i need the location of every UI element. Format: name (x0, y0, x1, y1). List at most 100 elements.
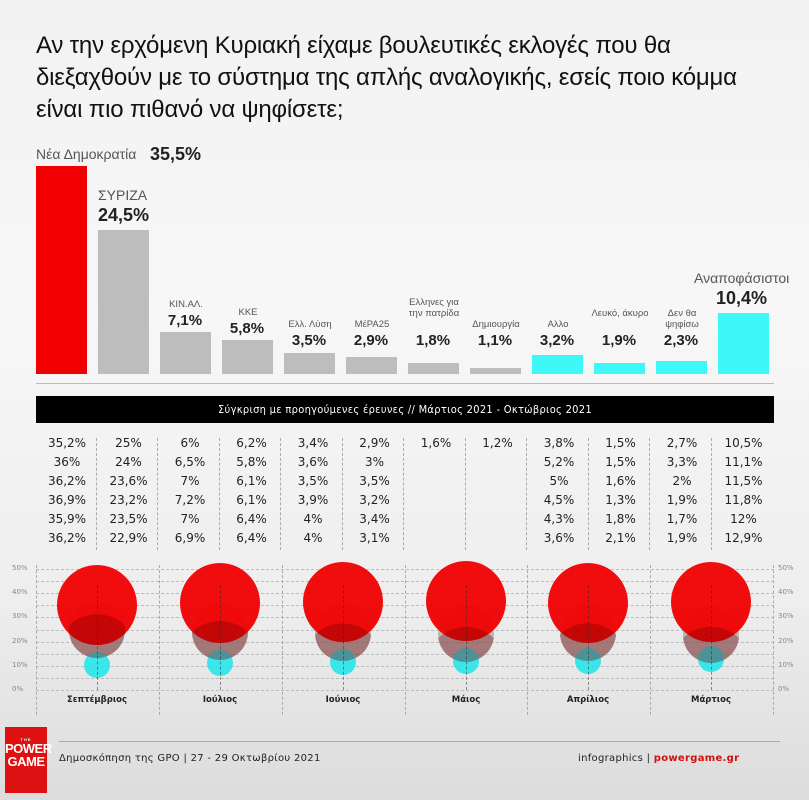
y-axis-tick-left: 40% (12, 588, 28, 597)
bar-value: 5,8% (229, 320, 265, 337)
table-cell: 6,1% (236, 493, 267, 507)
bar-value: 3,5% (291, 332, 327, 349)
bar (594, 363, 645, 374)
table-cell: 23,2% (109, 493, 148, 507)
bar (160, 332, 211, 374)
table-cell: 1,5% (605, 436, 636, 450)
comparison-table: 35,2% 36% 36,2% 36,9% 35,9% 36,2% 25% 24% 23,6% 2… (36, 434, 774, 554)
month-label: Απρίλιος (566, 695, 610, 705)
table-column: 10,5% 11,1% 11,5% 11,8% 12% 12,9% (713, 434, 775, 548)
table-cell: 22,9% (109, 531, 148, 545)
bar-label: Αναποφάσιστοι (694, 270, 790, 286)
table-cell: 36,2% (47, 474, 87, 488)
table-cell: 25% (115, 436, 142, 450)
table-cell: 1,7% (666, 512, 698, 526)
poll-source: Δημοσκόπηση της GPO | 27 - 29 Οκτωβρίου … (59, 753, 321, 764)
table-cell: 3,6% (543, 531, 575, 545)
bar-value: 7,1% (167, 312, 203, 329)
month-label: Ιούλιος (202, 695, 238, 705)
column-divider (773, 565, 774, 715)
table-column: 6,2% 5,8% 6,1% 6,1% 6,4% 6,4% (221, 434, 283, 548)
table-cell: 36,2% (47, 531, 87, 545)
y-axis-tick-left: 50% (12, 564, 28, 572)
table-cell: 1,6% (605, 474, 636, 488)
bar-label: ΚΙΝ.ΑΛ. (169, 299, 203, 310)
table-cell: 5,2% (543, 455, 575, 469)
table-cell: 3,1% (359, 531, 390, 545)
table-cell: 1,9% (666, 493, 698, 507)
column-separator (157, 438, 158, 550)
table-cell: 23,5% (109, 512, 148, 526)
footer-divider (59, 741, 780, 742)
y-axis-tick-right: 50% (778, 564, 794, 572)
table-column: 1,6% (405, 434, 467, 453)
y-axis-tick-left: 10% (12, 660, 28, 669)
y-axis-tick-right: 30% (778, 612, 794, 621)
table-cell: 2% (672, 474, 692, 488)
bar (470, 368, 521, 374)
column-separator (218, 438, 220, 550)
column-divider (527, 565, 528, 715)
table-cell: 3% (364, 455, 385, 469)
crosshair (466, 585, 467, 690)
y-axis-tick-right: 10% (778, 660, 794, 669)
bar-value: 10,4% (716, 288, 768, 308)
crosshair (220, 585, 221, 690)
bar (346, 357, 397, 374)
crosshair (711, 585, 712, 690)
divider (36, 383, 774, 384)
table-cell: 36% (53, 455, 81, 469)
column-separator (403, 438, 404, 550)
site-link[interactable]: powergame.gr (653, 753, 740, 764)
table-column: 1,2% (467, 434, 529, 453)
y-axis-tick-left: 30% (12, 612, 28, 621)
table-cell: 4,5% (543, 493, 575, 507)
table-cell: 7% (180, 512, 200, 526)
column-divider (405, 565, 406, 715)
column-divider (282, 565, 283, 715)
table-cell: 6% (180, 436, 200, 450)
table-cell: 1,5% (605, 455, 636, 469)
table-cell: 1,8% (605, 512, 636, 526)
logo-the: THE (20, 737, 32, 742)
table-cell: 2,7% (666, 436, 698, 450)
table-column: 2,7% 3,3% 2% 1,9% 1,7% 1,9% (651, 434, 713, 548)
y-axis-tick-right: 40% (778, 588, 794, 597)
crosshair (588, 585, 589, 690)
bar-value: 1,1% (477, 332, 513, 349)
bar-value: 24,5% (98, 205, 150, 225)
crosshair (343, 585, 344, 690)
bar (408, 363, 459, 374)
crosshair (97, 585, 98, 690)
column-divider (36, 565, 37, 715)
bar (36, 166, 87, 374)
column-separator (95, 438, 97, 550)
y-axis-tick-right: 0% (778, 685, 790, 693)
bar (98, 230, 149, 374)
bar-value: 2,9% (353, 332, 389, 349)
table-column: 25% 24% 23,6% 23,2% 23,5% 22,9% (98, 434, 160, 548)
powergame-logo[interactable]: THE POWER GAME (5, 727, 52, 793)
column-separator (341, 438, 343, 550)
table-cell: 2,1% (605, 531, 636, 545)
logo-power: POWER (5, 741, 52, 756)
table-cell: 23,6% (109, 474, 148, 488)
bar-value: 3,2% (539, 332, 575, 349)
column-separator (280, 438, 281, 550)
table-cell: 12,9% (724, 531, 763, 545)
table-cell: 6,4% (236, 512, 267, 526)
bar-label: ΜέΡΑ25 (354, 319, 390, 330)
bar-label: Δημιουργία (472, 319, 520, 330)
table-cell: 10,5% (724, 436, 763, 450)
bar-chart: Νέα Δημοκρατία 35,5% ΣΥΡΙΖΑ 24,5% ΚΙΝ.ΑΛ. 7,1… (0, 0, 809, 380)
column-separator (649, 438, 650, 550)
bar (284, 353, 335, 374)
bar-value: 1,9% (601, 332, 637, 349)
bar-label: Ελλ. Λύση (288, 319, 332, 330)
table-cell: 6,4% (236, 531, 267, 545)
table-cell: 6,2% (236, 436, 267, 450)
footer-credit: infographics | powergame.gr (578, 753, 739, 764)
month-label: Σεπτέμβριος (66, 695, 128, 705)
bar-value: 35,5% (150, 144, 202, 164)
table-cell: 2,9% (359, 436, 390, 450)
